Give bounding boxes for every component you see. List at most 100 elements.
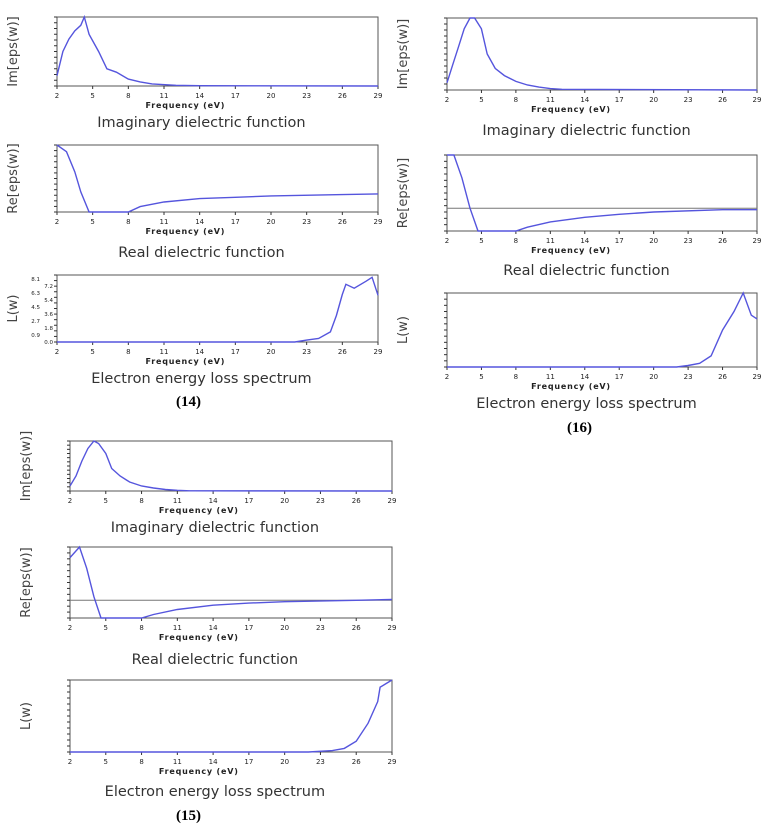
x-tick-label: 17 bbox=[244, 758, 253, 766]
x-tick-label: 29 bbox=[753, 237, 762, 245]
x-tick-label: 8 bbox=[139, 624, 143, 632]
y-tick-label: 1.8 bbox=[44, 326, 53, 332]
x-tick-label: 29 bbox=[388, 624, 397, 632]
x-tick-label: 20 bbox=[267, 218, 276, 226]
x-tick-label: 2 bbox=[68, 758, 72, 766]
panel-14-real: 2 5 8 11 14 17 20 23 26 29 Frequency (eV) Re[eps(w)… bbox=[0, 128, 390, 268]
x-tick-label: 14 bbox=[195, 348, 204, 356]
plot-frame bbox=[446, 154, 758, 232]
x-tick-label: 26 bbox=[338, 218, 347, 226]
x-tick-label: 8 bbox=[514, 237, 518, 245]
x-tick-label: 29 bbox=[753, 96, 762, 104]
series-line-im bbox=[69, 440, 393, 492]
x-tick-label: 8 bbox=[139, 758, 143, 766]
y-axis-label: Im[eps(w)] bbox=[396, 19, 411, 89]
x-tick-label: 8 bbox=[514, 96, 518, 104]
series-line-re bbox=[56, 144, 379, 213]
x-axis-label: Frequency (eV) bbox=[159, 633, 239, 642]
x-tick-label: 11 bbox=[173, 497, 182, 505]
x-tick-label: 23 bbox=[316, 758, 325, 766]
x-tick-label: 20 bbox=[649, 373, 658, 381]
x-tick-label: 8 bbox=[126, 218, 130, 226]
chart-title: Electron energy loss spectrum bbox=[105, 784, 325, 800]
x-tick-label: 14 bbox=[209, 624, 218, 632]
panel-16-real: 2 5 8 11 14 17 20 23 26 29 Frequency (eV) Re[eps(w)… bbox=[390, 138, 777, 288]
series-line-im bbox=[56, 14, 379, 87]
panel-15-real: 2 5 8 11 14 17 20 23 26 29 Frequency (eV) Re[eps(w)… bbox=[13, 530, 403, 675]
x-tick-label: 26 bbox=[718, 373, 727, 381]
y-tick-label: 8.1 bbox=[31, 277, 40, 283]
x-tick-label: 17 bbox=[231, 348, 240, 356]
x-tick-label: 5 bbox=[479, 96, 483, 104]
chart-15-loss: 2 5 8 11 14 17 20 23 26 29 Frequency (eV) L(w) Elect… bbox=[19, 679, 397, 800]
chart-15-imaginary: 2 5 8 11 14 17 20 23 26 29 Frequency (eV) Im[eps(w)… bbox=[19, 431, 397, 536]
x-tick-label: 17 bbox=[231, 218, 240, 226]
y-tick-label: 5.4 bbox=[44, 298, 53, 304]
chart-14-loss: 2 5 8 11 14 17 20 23 26 29 0.0 0.9 1.8 2.7 3.6 4.5 5.4 6.… bbox=[6, 274, 382, 387]
chart-title: Real dielectric function bbox=[503, 263, 669, 279]
panel-16-loss: 2 5 8 11 14 17 20 23 26 29 Frequency (eV) L(w) Elect… bbox=[390, 276, 777, 426]
x-tick-label: 8 bbox=[126, 92, 130, 100]
x-tick-label: 8 bbox=[139, 497, 143, 505]
panel-16-imaginary: 2 5 8 11 14 17 20 23 26 29 Frequency (eV) Im[eps(w)… bbox=[390, 1, 777, 151]
x-tick-label: 2 bbox=[55, 92, 59, 100]
x-tick-label: 2 bbox=[445, 373, 449, 381]
x-axis-label: Frequency (eV) bbox=[531, 105, 611, 114]
y-axis-label: L(w) bbox=[6, 294, 21, 322]
x-tick-label: 29 bbox=[388, 497, 397, 505]
chart-title: Real dielectric function bbox=[118, 245, 284, 261]
x-tick-label: 5 bbox=[90, 218, 94, 226]
y-axis-label: Re[eps(w)] bbox=[6, 143, 21, 213]
x-axis-label: Frequency (eV) bbox=[159, 506, 239, 515]
x-tick-label: 26 bbox=[352, 758, 361, 766]
caption-15: (15) bbox=[176, 808, 201, 824]
x-tick-label: 20 bbox=[267, 348, 276, 356]
x-tick-label: 14 bbox=[580, 96, 589, 104]
plot-frame bbox=[56, 144, 379, 213]
plot-frame bbox=[69, 679, 393, 753]
x-tick-label: 23 bbox=[684, 237, 693, 245]
x-tick-label: 20 bbox=[649, 96, 658, 104]
chart-title: Imaginary dielectric function bbox=[97, 115, 305, 131]
panel-15-imaginary: 2 5 8 11 14 17 20 23 26 29 Frequency (eV) Im[eps(w)… bbox=[13, 424, 403, 549]
x-tick-label: 29 bbox=[388, 758, 397, 766]
x-axis-label: Frequency (eV) bbox=[146, 357, 226, 366]
x-tick-label: 17 bbox=[615, 96, 624, 104]
x-tick-label: 26 bbox=[338, 348, 347, 356]
chart-title: Electron energy loss spectrum bbox=[476, 396, 696, 412]
x-tick-label: 5 bbox=[90, 348, 94, 356]
x-tick-label: 5 bbox=[479, 373, 483, 381]
x-tick-label: 8 bbox=[514, 373, 518, 381]
x-tick-label: 11 bbox=[546, 237, 555, 245]
x-tick-label: 2 bbox=[445, 96, 449, 104]
series-line-re bbox=[69, 545, 393, 619]
x-tick-label: 11 bbox=[160, 218, 169, 226]
x-tick-label: 2 bbox=[445, 237, 449, 245]
x-tick-label: 14 bbox=[195, 92, 204, 100]
y-axis-label: Re[eps(w)] bbox=[396, 158, 411, 228]
y-tick-label: 4.5 bbox=[31, 305, 40, 311]
x-tick-label: 11 bbox=[173, 624, 182, 632]
x-axis-label: Frequency (eV) bbox=[531, 246, 611, 255]
chart-title: Imaginary dielectric function bbox=[482, 123, 690, 139]
series-line-re bbox=[447, 154, 757, 232]
plot-frame bbox=[69, 440, 393, 492]
x-tick-label: 11 bbox=[173, 758, 182, 766]
x-tick-label: 5 bbox=[104, 624, 108, 632]
y-tick-label: 0.9 bbox=[31, 333, 40, 339]
x-tick-label: 2 bbox=[55, 218, 59, 226]
x-tick-label: 23 bbox=[302, 92, 311, 100]
x-axis-label: Frequency (eV) bbox=[159, 767, 239, 776]
series-line-l bbox=[447, 291, 758, 368]
x-axis-label: Frequency (eV) bbox=[146, 101, 226, 110]
series-line-l bbox=[70, 679, 393, 753]
x-tick-label: 2 bbox=[68, 497, 72, 505]
x-tick-label: 23 bbox=[316, 624, 325, 632]
x-tick-label: 17 bbox=[615, 237, 624, 245]
series-line-im bbox=[446, 17, 758, 91]
chart-title: Electron energy loss spectrum bbox=[91, 371, 311, 387]
x-tick-label: 17 bbox=[244, 624, 253, 632]
plot-frame bbox=[69, 546, 393, 619]
x-tick-label: 17 bbox=[244, 497, 253, 505]
x-tick-label: 11 bbox=[160, 348, 169, 356]
